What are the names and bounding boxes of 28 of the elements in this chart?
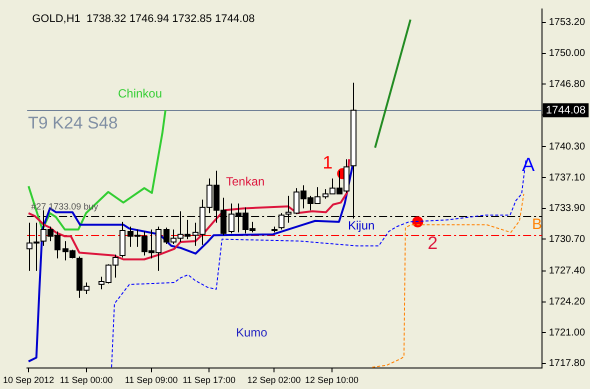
x-tick-label: 12 Sep 02:00 bbox=[247, 375, 301, 386]
ref-line-label: 1744.08 bbox=[546, 104, 586, 116]
y-tick-label: 1737.10 bbox=[548, 172, 586, 184]
series-label: Kijun bbox=[348, 218, 375, 232]
y-tick-label: 1750.00 bbox=[548, 48, 586, 60]
chart-title: GOLD,H1 1738.32 1746.94 1732.85 1744.08 bbox=[32, 13, 255, 26]
annotation: T9 K24 S48 bbox=[28, 114, 118, 133]
y-tick-label: 1727.40 bbox=[548, 266, 586, 277]
annotation: Kumo bbox=[236, 325, 268, 340]
series-label: Chinkou bbox=[118, 86, 162, 100]
series-label: B bbox=[532, 216, 542, 234]
x-tick-label: 11 Sep 00:00 bbox=[60, 375, 113, 386]
x-tick-label: 11 Sep 09:00 bbox=[124, 375, 178, 386]
series-label: Tenkan bbox=[226, 174, 265, 188]
y-tick-label: 1740.30 bbox=[548, 141, 586, 152]
annotation: 1 bbox=[322, 152, 333, 173]
y-tick-label: 1717.80 bbox=[548, 358, 586, 370]
x-tick-label: 12 Sep 10:00 bbox=[304, 375, 359, 386]
y-tick-label: 1733.90 bbox=[548, 203, 586, 214]
y-tick-label: 1730.70 bbox=[548, 234, 586, 245]
y-tick-label: 1753.20 bbox=[548, 17, 586, 28]
series-label: A bbox=[522, 155, 535, 176]
y-tick-label: 1746.80 bbox=[548, 78, 586, 90]
x-tick-label: 10 Sep 2012 bbox=[3, 375, 54, 386]
y-tick-label: 1724.20 bbox=[548, 296, 586, 308]
x-tick-label: 11 Sep 17:00 bbox=[182, 375, 236, 386]
y-tick-label: 1721.00 bbox=[548, 327, 586, 338]
annotation: 2 bbox=[428, 232, 438, 253]
